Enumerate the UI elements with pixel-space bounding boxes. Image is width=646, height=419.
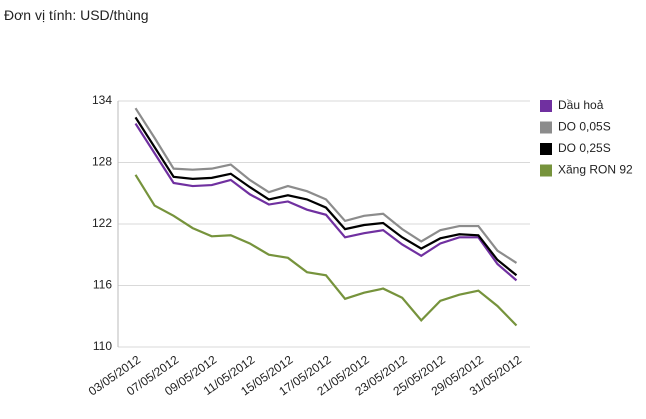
y-tick-label: 110 [93,339,112,353]
chart-title: Đơn vị tính: USD/thùng [4,7,149,23]
series-line [134,174,518,327]
legend-swatch [540,121,552,134]
y-tick-label: 122 [92,216,112,230]
series-line [134,122,518,282]
legend-label: DO 0,25S [558,141,611,155]
y-tick-label: 134 [92,93,112,107]
series-line [134,116,518,277]
legend-swatch [540,143,552,155]
legend-label: DO 0,05S [558,120,611,134]
y-tick-label: 116 [93,278,112,292]
series-line [134,107,518,264]
legend-label: Dầu hoả [558,98,604,112]
legend-swatch [540,100,552,112]
legend-swatch [540,164,552,177]
legend-label: Xăng RON 92 [558,163,633,177]
y-tick-label: 128 [92,155,112,169]
